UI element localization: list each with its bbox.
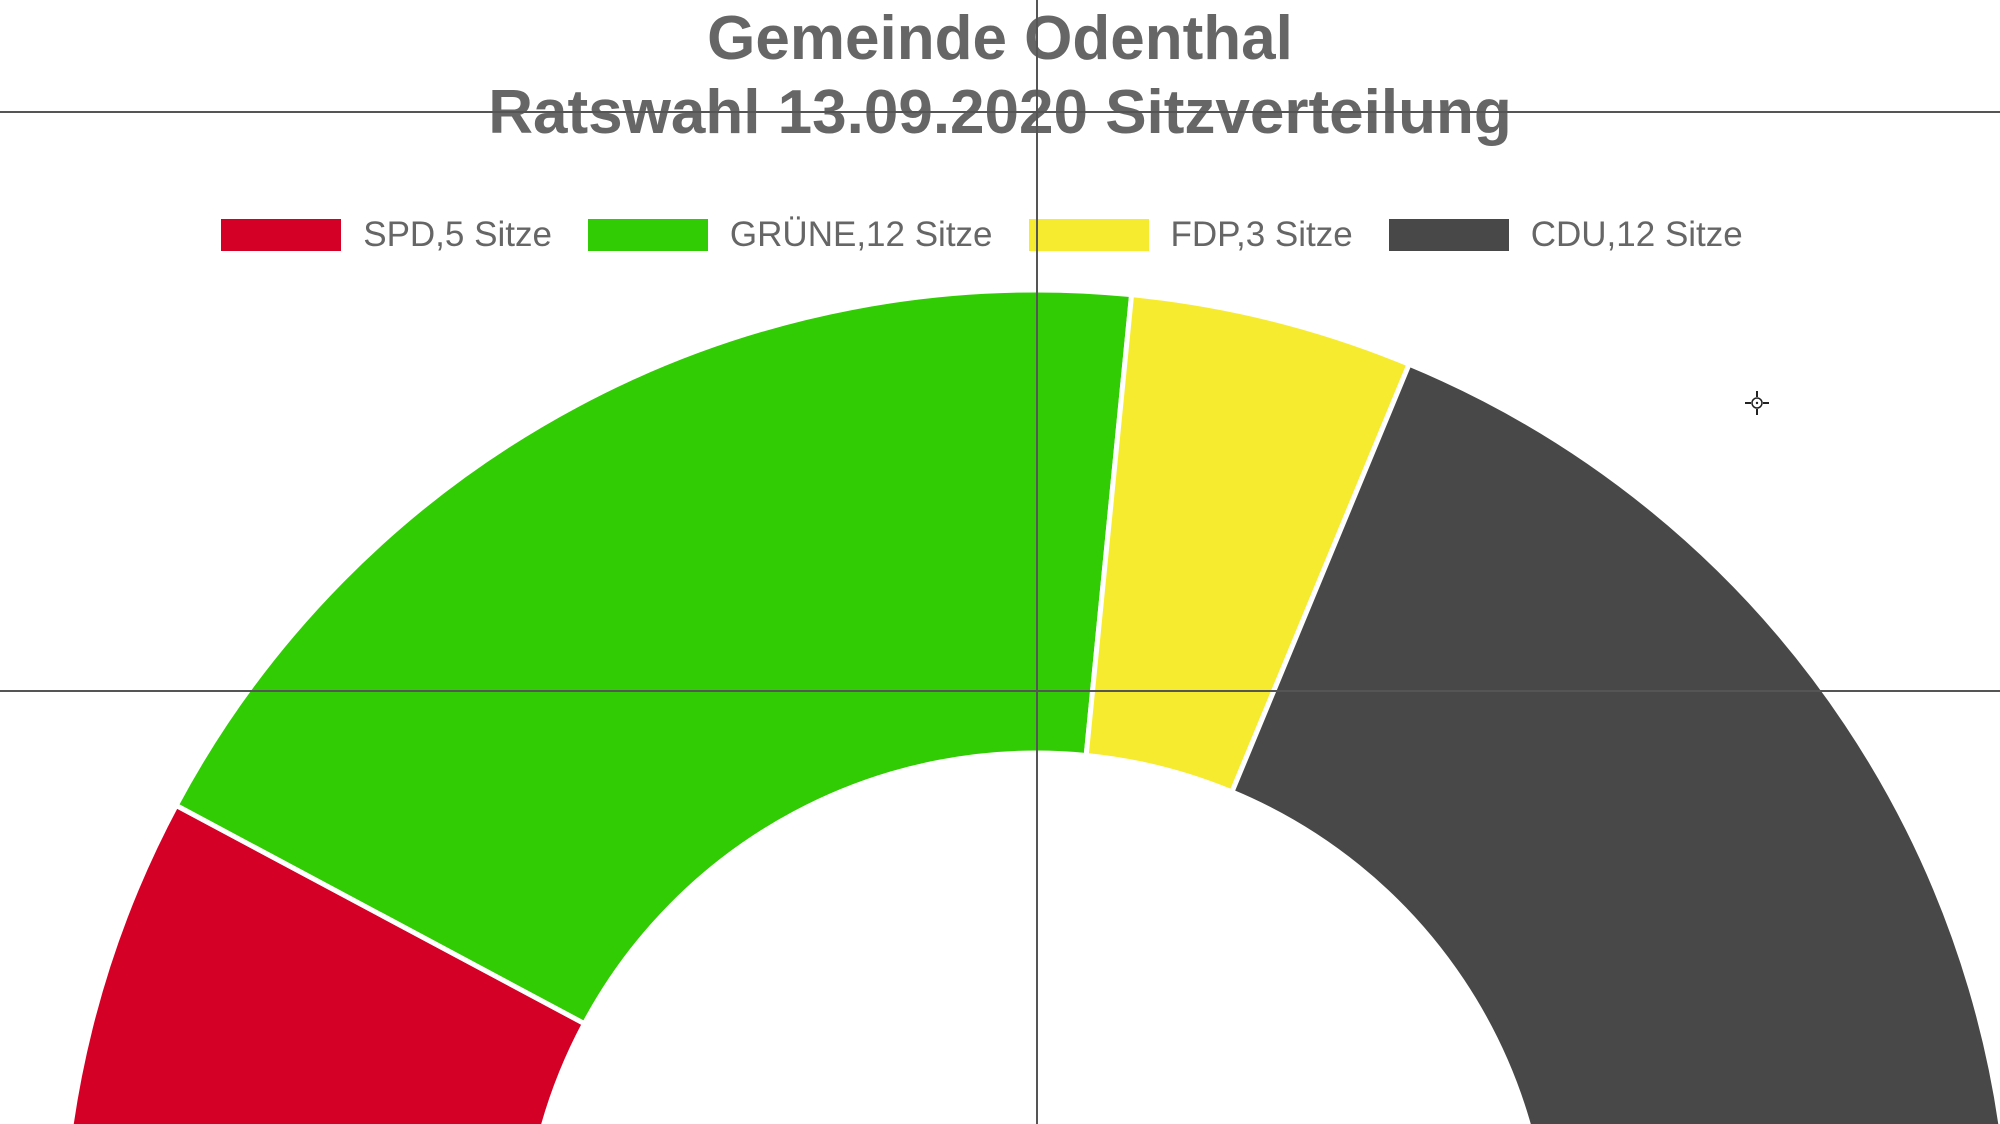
legend-label: CDU,12 Sitze — [1530, 215, 1743, 254]
legend-label: SPD,5 Sitze — [363, 215, 552, 254]
legend-item-spd[interactable]: SPD,5 Sitze — [221, 215, 552, 255]
crosshair-cursor-icon — [1745, 391, 1769, 415]
legend-label: FDP,3 Sitze — [1170, 215, 1353, 254]
chart-legend: SPD,5 Sitze GRÜNE,12 Sitze FDP,3 Sitze C… — [0, 210, 2000, 260]
legend-swatch-cdu — [1388, 219, 1509, 251]
legend-item-gruene[interactable]: GRÜNE,12 Sitze — [587, 215, 993, 255]
slice-spd[interactable] — [61, 802, 588, 1124]
legend-swatch-spd — [221, 219, 342, 251]
legend-item-fdp[interactable]: FDP,3 Sitze — [1028, 215, 1353, 255]
legend-swatch-fdp — [1028, 219, 1149, 251]
legend-label: GRÜNE,12 Sitze — [729, 215, 993, 254]
legend-item-cdu[interactable]: CDU,12 Sitze — [1388, 215, 1743, 255]
slice-cdu[interactable] — [1228, 360, 2000, 1124]
legend-swatch-gruene — [587, 219, 708, 251]
chart-title: Gemeinde Odenthal — [707, 4, 1293, 73]
chart-slices — [61, 287, 2000, 1124]
slice-gruene[interactable] — [172, 287, 1135, 1028]
